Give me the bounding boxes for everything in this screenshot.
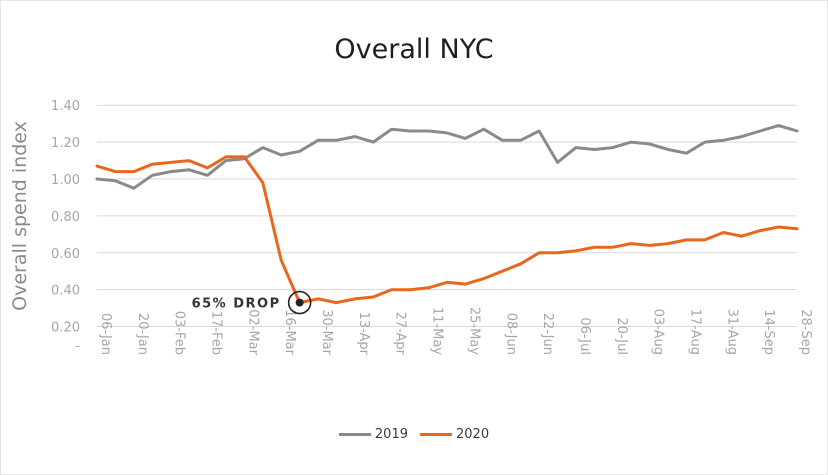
y-tick-label: 1.00: [51, 173, 80, 188]
gridlines: [97, 104, 797, 328]
x-tick-label: 02-Mar: [245, 309, 260, 355]
x-tick-label: 20-Jan: [135, 313, 150, 355]
x-tick-label: 27-Apr: [393, 312, 408, 356]
y-tick-labels: 1.40 1.20 1.00 0.80 0.60 0.40 0.20 -: [51, 99, 80, 354]
y-tick-label: 0.80: [51, 210, 80, 225]
x-tick-label: 14-Sep: [761, 309, 776, 355]
x-tick-label: 08-Jun: [503, 313, 518, 355]
legend: 2019 2020: [0, 427, 828, 442]
legend-swatch-2019: [338, 433, 371, 436]
x-tick-label: 20-Jul: [614, 317, 629, 355]
x-tick-label: 16-Mar: [282, 309, 297, 355]
x-tick-label: 13-Apr: [356, 312, 371, 356]
legend-swatch-2020: [420, 433, 452, 436]
x-tick-label: 17-Aug: [687, 309, 702, 355]
x-tick-labels: 06-Jan 20-Jan 03-Feb 17-Feb 02-Mar 16-Mar 30-M…: [98, 307, 813, 356]
x-tick-label: 30-Mar: [319, 309, 334, 355]
y-tick-label: 0.60: [51, 247, 80, 262]
series-line-2019: [95, 124, 799, 190]
x-tick-label: 22-Jun: [540, 313, 555, 355]
x-tick-label: 03-Feb: [172, 311, 187, 355]
x-tick-label: 06-Jul: [577, 317, 592, 355]
annotation-marker: [295, 298, 304, 307]
x-tick-label: 11-May: [430, 307, 445, 355]
y-tick-label: 0.40: [51, 284, 80, 299]
legend-item-2019: 2019: [338, 427, 408, 442]
x-tick-label: 03-Aug: [651, 309, 666, 355]
annotation-group: 65% DROP: [192, 290, 312, 315]
y-tick-label: 1.20: [51, 136, 80, 151]
x-tick-label: 06-Jan: [98, 313, 113, 355]
series-line-2020: [95, 155, 799, 305]
legend-item-2020: 2020: [420, 427, 489, 442]
y-tick-label: 0.20: [51, 321, 80, 336]
x-tick-label: 25-May: [466, 307, 481, 355]
x-tick-label: 17-Feb: [209, 311, 224, 355]
y-tick-label: 1.40: [51, 99, 80, 114]
legend-label-2019: 2019: [374, 427, 408, 442]
legend-label-2020: 2020: [456, 427, 490, 442]
chart-title: Overall NYC: [334, 34, 494, 65]
x-tick-label: 28-Sep: [798, 309, 813, 355]
series-lines: [95, 124, 799, 305]
y-tick-label: -: [75, 339, 80, 354]
annotation-ring: [287, 290, 312, 315]
x-tick-label: 31-Aug: [724, 309, 739, 355]
annotation-label: 65% DROP: [192, 297, 281, 312]
